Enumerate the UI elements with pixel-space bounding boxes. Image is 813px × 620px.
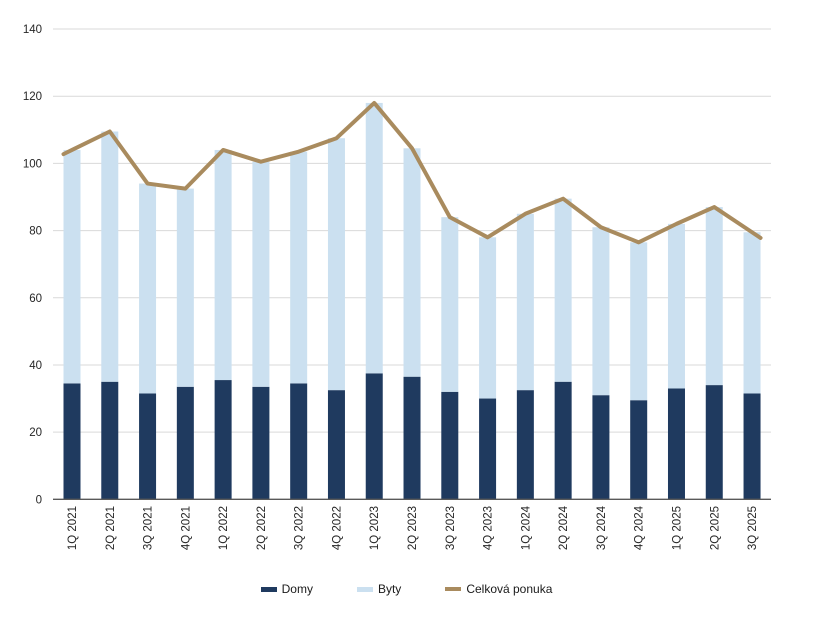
bar-segment-byty	[176, 188, 194, 387]
bar-segment-domy	[403, 376, 421, 500]
bar-segment-byty	[743, 232, 761, 394]
bar-segment-domy	[705, 385, 723, 500]
bar-segment-domy	[63, 383, 81, 500]
legend-item-celkova-ponuka: Celková ponuka	[445, 582, 552, 596]
x-axis-tick-label: 3Q 2024	[596, 505, 608, 550]
x-axis-tick-label: 2Q 2022	[256, 506, 268, 550]
legend-label-celkova-ponuka: Celková ponuka	[466, 582, 553, 596]
chart-legend: Domy Byty Celková ponuka	[0, 582, 813, 596]
domy-swatch-icon	[260, 586, 277, 592]
x-axis-tick-label: 3Q 2023	[445, 506, 457, 550]
bar-segment-byty	[441, 217, 459, 392]
bar-segment-byty	[554, 198, 572, 382]
bar-segment-domy	[516, 390, 534, 500]
total-supply-line	[61, 100, 763, 245]
bar-segment-byty	[667, 223, 685, 389]
bar-segment-domy	[365, 373, 383, 500]
y-axis-tick-label: 80	[29, 226, 42, 238]
bar-segment-domy	[630, 400, 648, 500]
x-axis-tick-label: 3Q 2022	[294, 506, 306, 550]
legend-item-domy: Domy	[260, 582, 313, 596]
bar-segment-domy	[139, 393, 157, 500]
bar-segment-byty	[705, 207, 723, 386]
bar-segment-domy	[441, 391, 459, 500]
y-axis-tick-label: 20	[29, 427, 42, 439]
bar-segment-byty	[403, 148, 421, 377]
legend-label-byty: Byty	[377, 582, 402, 596]
y-axis-tick-label: 120	[23, 91, 42, 103]
bar-segment-domy	[327, 390, 345, 500]
bar-segment-byty	[101, 131, 119, 382]
bar-segment-byty	[214, 149, 232, 381]
bar-segment-domy	[554, 381, 572, 500]
legend-item-byty: Byty	[356, 582, 402, 596]
x-axis-tick-label: 2Q 2023	[407, 506, 419, 550]
bar-segment-domy	[252, 386, 270, 500]
x-axis-tick-label: 1Q 2022	[218, 506, 230, 550]
x-axis-tick-label: 1Q 2025	[671, 506, 683, 550]
bar-segment-byty	[479, 237, 497, 399]
y-axis-tick-label: 60	[29, 293, 42, 305]
bar-segment-domy	[743, 393, 761, 500]
bar-segment-byty	[365, 102, 383, 374]
x-axis-tick-label: 4Q 2024	[634, 505, 646, 550]
x-axis-tick-label: 2Q 2021	[105, 506, 117, 550]
y-axis-tick-label: 140	[23, 24, 42, 36]
legend-label-domy: Domy	[281, 582, 313, 596]
byty-swatch-icon	[356, 586, 373, 592]
bar-segment-domy	[176, 386, 194, 500]
bar-segment-byty	[252, 161, 270, 387]
bar-segment-domy	[592, 395, 610, 500]
bar-segment-domy	[101, 381, 119, 500]
x-axis-tick-label: 3Q 2021	[143, 506, 155, 550]
x-axis-tick-label: 2Q 2024	[558, 505, 570, 550]
bar-segment-byty	[592, 227, 610, 396]
bar-segment-byty	[63, 149, 81, 384]
x-axis-tick-label: 4Q 2023	[483, 506, 495, 550]
x-axis-tick-label: 3Q 2025	[747, 506, 759, 550]
y-axis-tick-label: 100	[23, 158, 42, 170]
bar-segment-domy	[290, 383, 308, 500]
bar-segment-domy	[479, 398, 497, 500]
x-axis-tick-label: 4Q 2022	[331, 506, 343, 550]
x-axis-tick-label: 1Q 2023	[369, 506, 381, 550]
y-axis-tick-label: 0	[36, 494, 42, 506]
x-axis-tick-label: 1Q 2024	[520, 505, 532, 550]
celkova-ponuka-line-swatch-icon	[445, 587, 462, 591]
bar-segment-domy	[667, 388, 685, 500]
x-axis-tick-label: 2Q 2025	[709, 506, 721, 550]
x-axis-tick-label: 4Q 2021	[180, 506, 192, 550]
bar-segment-byty	[290, 151, 308, 384]
y-axis-tick-label: 40	[29, 360, 42, 372]
bar-segment-byty	[630, 242, 648, 401]
x-axis-tick-label: 1Q 2021	[67, 506, 79, 550]
bar-segment-domy	[214, 380, 232, 500]
bar-segment-byty	[327, 138, 345, 391]
bar-segment-byty	[516, 213, 534, 391]
bar-segment-byty	[139, 183, 157, 394]
